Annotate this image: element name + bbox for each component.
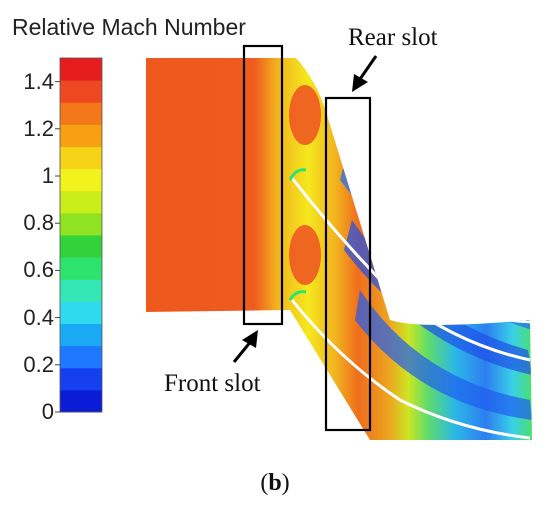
rear-slot-label: Rear slot [348,24,438,51]
colorbar-tick-label: 0.2 [23,351,54,377]
blade-2 [290,299,531,440]
colorbar-segment [60,323,102,347]
colorbar-segment [60,168,102,192]
colorbar-frame [59,57,103,413]
colorbar-tick-label: 0.4 [23,304,54,330]
colorbar-tick-label: 0.8 [23,210,54,236]
colorbar [60,58,102,413]
front-slot-label: Front slot [164,370,261,397]
colorbar-segment [60,367,102,391]
colorbar-tick-label: 0.6 [23,257,54,283]
front-slot-arrow [232,330,258,363]
flow-domain [146,58,532,440]
colorbar-segment [60,301,102,324]
colorbar-segment [60,102,102,125]
blade-leading-edge-1 [288,168,307,181]
colorbar-tick-label: 0 [41,399,54,424]
colorbar-segment [60,124,102,147]
colorbar-segment [60,58,102,81]
blade-passage-3 [355,290,532,420]
colorbar-segment [60,212,102,236]
colorbar-segment [60,190,102,214]
rear-slot-arrow [352,55,378,92]
blade-passage-2 [344,220,532,375]
colorbar-segment [60,235,102,258]
high-speed-pocket-1 [289,85,321,145]
colorbar-segment [60,279,102,302]
legend-title: Relative Mach Number [12,14,246,40]
figure-caption: (b) [0,470,550,497]
colorbar-segment [60,389,102,413]
colorbar-tick-label: 1.2 [23,115,54,141]
caption-open: ( [260,470,269,496]
colorbar-segment [60,345,102,369]
blade-leading-edge-2 [288,290,307,301]
high-speed-pocket-2 [289,225,321,285]
front-slot-box [242,44,284,326]
rear-slot-box [324,96,372,432]
colorbar-ticks [55,81,60,413]
colorbar-tick-label: 1.4 [23,68,54,94]
colorbar-segment [60,80,102,103]
colorbar-segment [60,146,102,170]
caption-close: ) [281,470,290,496]
colorbar-tick-label: 1 [41,163,54,188]
blade-3 [399,278,531,324]
caption-letter: b [268,470,282,496]
colorbar-segment [60,257,102,280]
